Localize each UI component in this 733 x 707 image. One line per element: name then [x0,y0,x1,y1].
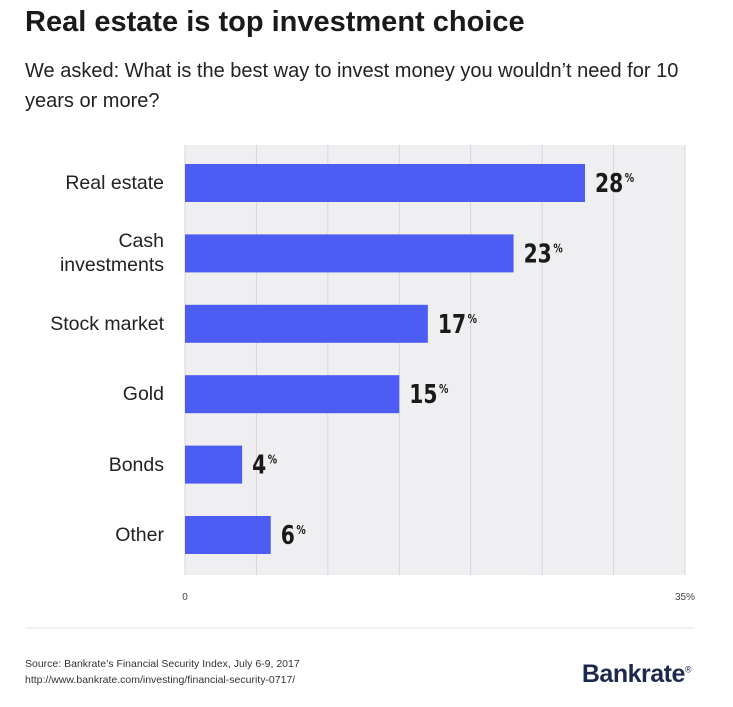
source-url: http://www.bankrate.com/investing/financ… [25,674,296,686]
value-label: 4% [252,450,277,480]
plot-background [185,145,685,575]
value-label: 23% [524,239,563,269]
category-label: Bonds [108,453,164,476]
x-tick-label: 0 [182,592,188,603]
bar [185,516,271,554]
chart-title: Real estate is top investment choice [25,6,525,38]
logo: Bankrate® [581,660,692,688]
bar [185,445,243,484]
logo-text: Bankrate [581,660,686,688]
bar [185,375,400,414]
value-label: 28% [595,169,634,199]
bar [185,234,514,273]
value-label: 17% [438,309,477,339]
chart-subtitle: We asked: What is the best way to invest… [25,60,679,112]
bar [185,304,428,343]
category-label: Cash investments [59,230,164,277]
value-label: 15% [409,380,448,410]
value-label: 6% [281,521,306,551]
source-note: Source: Bankrate’s Financial Security In… [25,658,300,670]
category-label: Real estate [65,172,164,194]
category-label: Other [115,524,164,546]
category-label: Gold [122,383,164,406]
bar [185,164,585,202]
category-label: Stock market [50,312,164,335]
x-tick-label: 35% [675,592,695,603]
